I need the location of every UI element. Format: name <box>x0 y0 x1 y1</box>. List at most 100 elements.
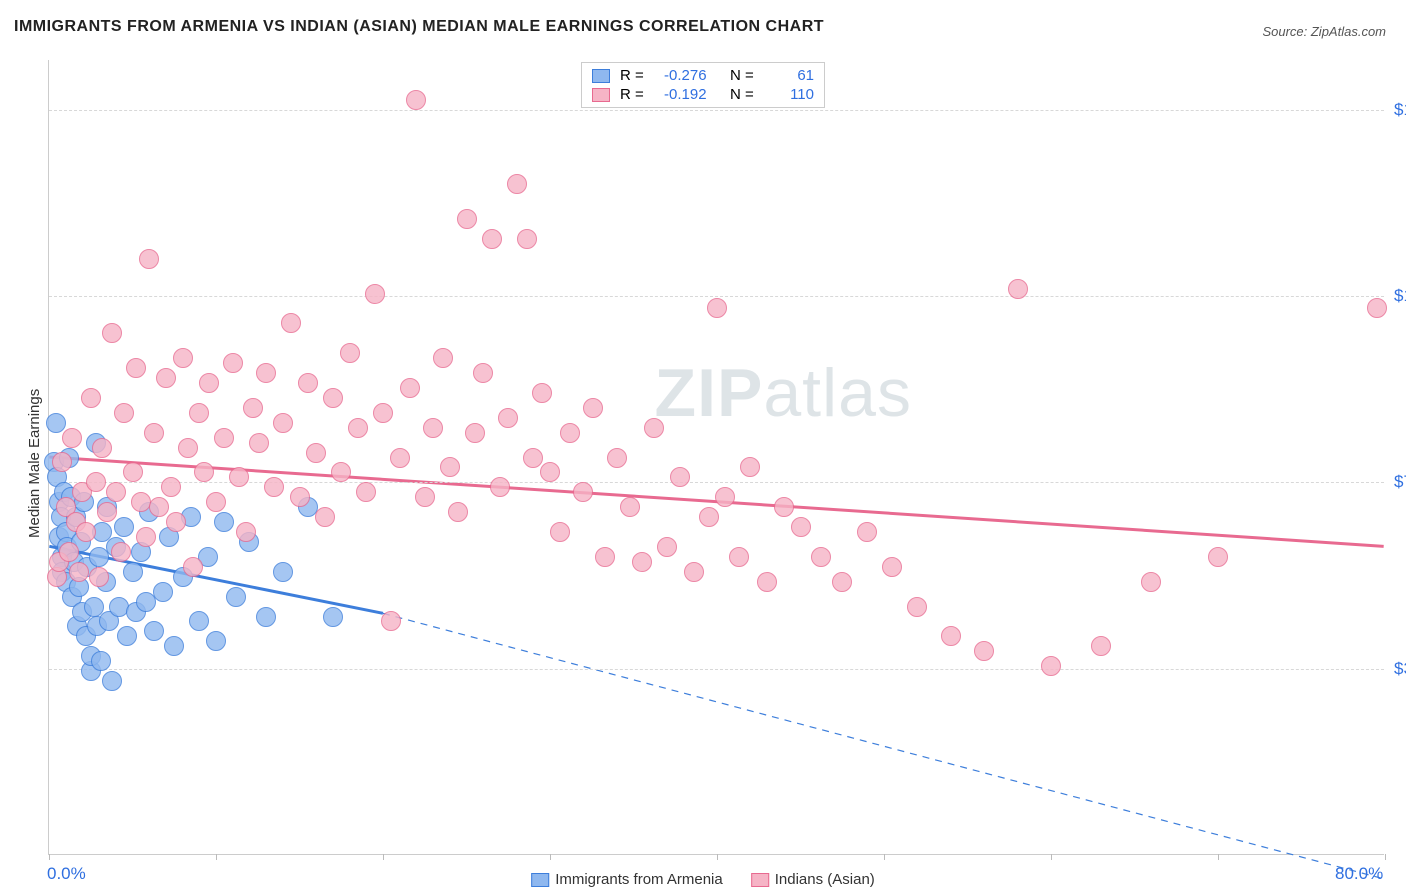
trend-layer <box>49 60 1384 854</box>
data-point-indian <box>139 249 159 269</box>
data-point-indian <box>323 388 343 408</box>
x-tick <box>884 854 885 860</box>
legend-label: Indians (Asian) <box>775 871 875 888</box>
data-point-indian <box>532 383 552 403</box>
data-point-indian <box>1367 298 1387 318</box>
data-point-indian <box>62 428 82 448</box>
data-point-indian <box>81 388 101 408</box>
data-point-indian <box>583 398 603 418</box>
x-tick <box>216 854 217 860</box>
x-axis-max-label: 80.0% <box>1335 864 1383 884</box>
data-point-indian <box>149 497 169 517</box>
data-point-armenia <box>123 562 143 582</box>
data-point-indian <box>381 611 401 631</box>
data-point-indian <box>757 572 777 592</box>
data-point-indian <box>206 492 226 512</box>
legend-n-label: N = <box>730 86 768 103</box>
legend-correlation: R =-0.276N =61R =-0.192N =110 <box>581 62 825 108</box>
data-point-indian <box>131 492 151 512</box>
data-point-indian <box>236 522 256 542</box>
data-point-indian <box>106 482 126 502</box>
data-point-indian <box>97 502 117 522</box>
data-point-indian <box>183 557 203 577</box>
gridline <box>49 482 1384 483</box>
data-point-indian <box>1008 279 1028 299</box>
data-point-indian <box>482 229 502 249</box>
data-point-indian <box>774 497 794 517</box>
data-point-indian <box>273 413 293 433</box>
data-point-indian <box>791 517 811 537</box>
data-point-indian <box>811 547 831 567</box>
data-point-indian <box>290 487 310 507</box>
data-point-armenia <box>144 621 164 641</box>
data-point-indian <box>144 423 164 443</box>
source-label: Source: ZipAtlas.com <box>1262 24 1386 39</box>
data-point-indian <box>1091 636 1111 656</box>
data-point-indian <box>406 90 426 110</box>
data-point-indian <box>161 477 181 497</box>
data-point-armenia <box>117 626 137 646</box>
legend-item-indian: Indians (Asian) <box>751 871 875 888</box>
legend-series: Immigrants from Armenia Indians (Asian) <box>531 871 875 888</box>
plot-area: ZIPatlas $37,500$75,000$112,500$150,0000… <box>48 60 1384 855</box>
data-point-indian <box>415 487 435 507</box>
data-point-indian <box>331 462 351 482</box>
data-point-armenia <box>256 607 276 627</box>
data-point-indian <box>92 438 112 458</box>
data-point-indian <box>199 373 219 393</box>
y-tick-label: $112,500 <box>1394 286 1406 306</box>
data-point-indian <box>249 433 269 453</box>
data-point-armenia <box>323 607 343 627</box>
data-point-armenia <box>102 671 122 691</box>
data-point-indian <box>76 522 96 542</box>
data-point-indian <box>256 363 276 383</box>
data-point-indian <box>356 482 376 502</box>
data-point-indian <box>507 174 527 194</box>
y-tick-label: $150,000 <box>1394 100 1406 120</box>
data-point-indian <box>523 448 543 468</box>
legend-r-value: -0.276 <box>664 67 724 84</box>
data-point-indian <box>365 284 385 304</box>
legend-swatch-armenia <box>531 873 549 887</box>
chart-title: IMMIGRANTS FROM ARMENIA VS INDIAN (ASIAN… <box>14 18 824 36</box>
data-point-indian <box>540 462 560 482</box>
legend-swatch-indian <box>751 873 769 887</box>
data-point-indian <box>173 348 193 368</box>
data-point-indian <box>123 462 143 482</box>
data-point-indian <box>448 502 468 522</box>
data-point-armenia <box>153 582 173 602</box>
data-point-indian <box>707 298 727 318</box>
chart-container: IMMIGRANTS FROM ARMENIA VS INDIAN (ASIAN… <box>0 0 1406 892</box>
data-point-indian <box>490 477 510 497</box>
data-point-armenia <box>114 517 134 537</box>
data-point-indian <box>373 403 393 423</box>
data-point-indian <box>298 373 318 393</box>
data-point-armenia <box>164 636 184 656</box>
data-point-indian <box>114 403 134 423</box>
data-point-indian <box>517 229 537 249</box>
data-point-indian <box>348 418 368 438</box>
data-point-indian <box>1208 547 1228 567</box>
legend-n-value: 110 <box>774 86 814 103</box>
data-point-indian <box>440 457 460 477</box>
x-tick <box>1385 854 1386 860</box>
data-point-indian <box>69 562 89 582</box>
data-point-indian <box>423 418 443 438</box>
data-point-indian <box>178 438 198 458</box>
gridline <box>49 110 1384 111</box>
legend-swatch-indian <box>592 88 610 102</box>
data-point-indian <box>166 512 186 532</box>
data-point-indian <box>102 323 122 343</box>
data-point-indian <box>882 557 902 577</box>
data-point-indian <box>573 482 593 502</box>
data-point-indian <box>156 368 176 388</box>
data-point-indian <box>52 452 72 472</box>
legend-item-armenia: Immigrants from Armenia <box>531 871 723 888</box>
legend-r-label: R = <box>620 67 658 84</box>
legend-swatch-armenia <box>592 69 610 83</box>
data-point-indian <box>857 522 877 542</box>
data-point-indian <box>699 507 719 527</box>
data-point-indian <box>632 552 652 572</box>
data-point-indian <box>214 428 234 448</box>
x-tick <box>1051 854 1052 860</box>
